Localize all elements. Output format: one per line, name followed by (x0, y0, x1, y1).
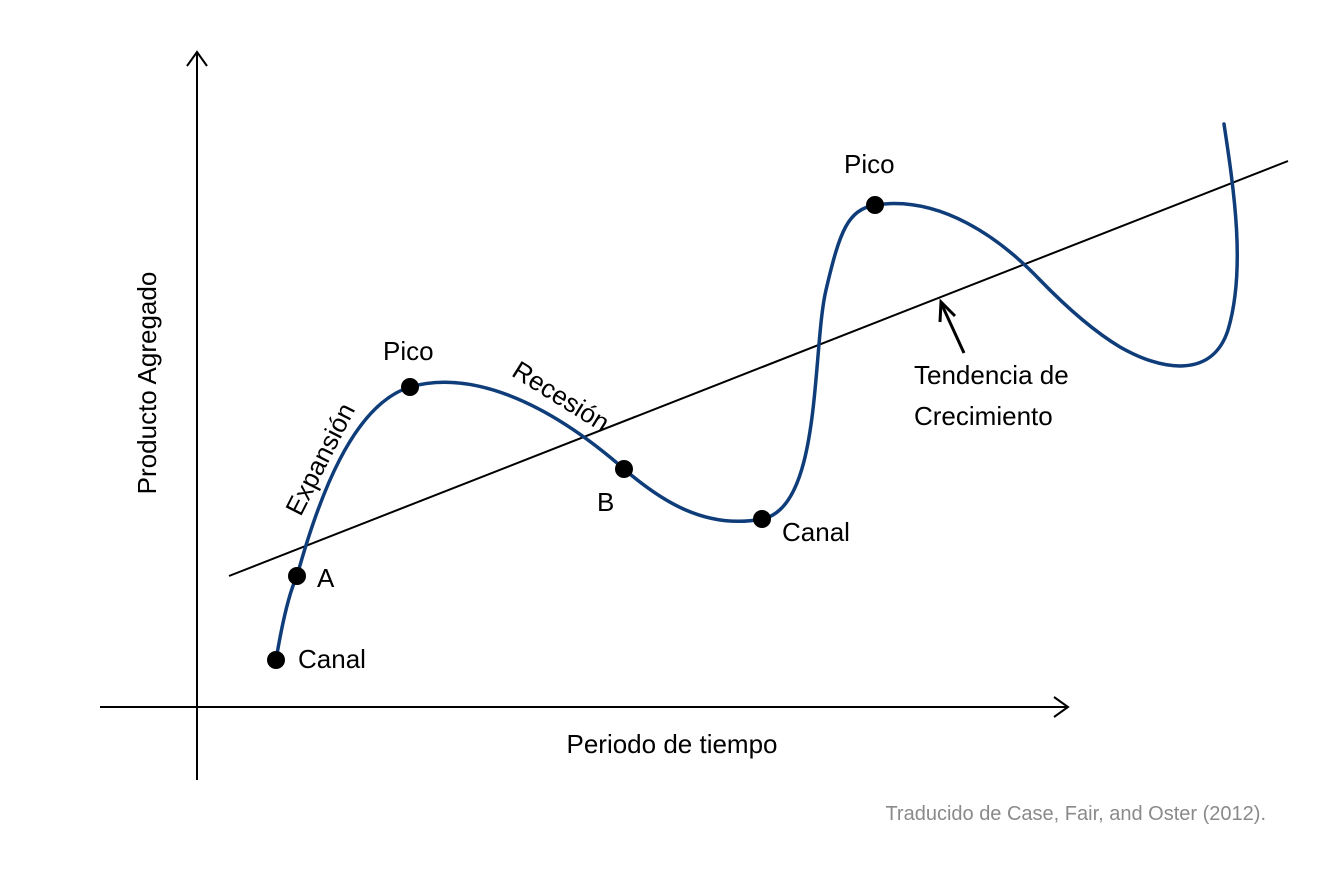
trend-pointer-arrow (938, 298, 966, 354)
trough-1-dot (267, 651, 285, 669)
growth-trend-line (228, 160, 1289, 577)
peak-1-dot (401, 378, 419, 396)
x-axis-label: Periodo de tiempo (566, 729, 777, 759)
trough-1-label: Canal (298, 644, 366, 674)
trend-label-line-1: Tendencia de (914, 360, 1069, 390)
cycle-points (267, 196, 884, 669)
trough-2-label: Canal (782, 517, 850, 547)
point-b-dot (615, 460, 633, 478)
source-note: Traducido de Case, Fair, and Oster (2012… (885, 803, 1266, 825)
axes (100, 50, 1070, 780)
y-axis-arrowhead (186, 50, 208, 67)
trend-label-line-2: Crecimiento (914, 401, 1053, 431)
point-b-label: B (597, 487, 614, 517)
point-a-dot (288, 567, 306, 585)
y-axis-label: Producto Agregado (132, 272, 162, 495)
peak-1-label: Pico (383, 336, 434, 366)
x-axis-arrowhead (1053, 696, 1070, 718)
point-a-label: A (317, 563, 335, 593)
peak-2-dot (866, 196, 884, 214)
trough-2-dot (753, 510, 771, 528)
business-cycle-curve (274, 122, 1239, 662)
peak-2-label: Pico (844, 149, 895, 179)
recession-label: Recesión (507, 355, 615, 438)
